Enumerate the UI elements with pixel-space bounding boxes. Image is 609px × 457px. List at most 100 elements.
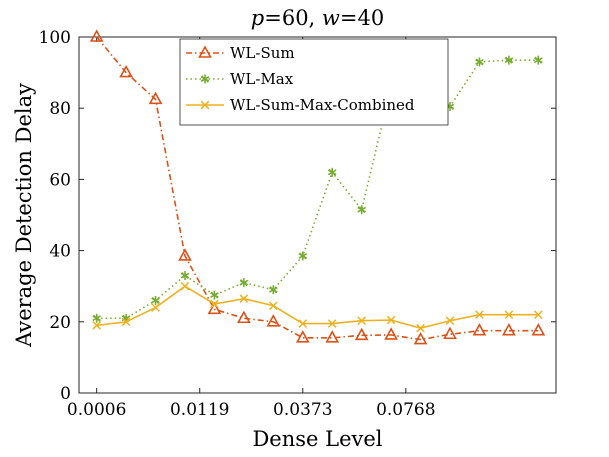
x-marker-stroke	[416, 323, 425, 333]
data-point-wl-sum	[119, 64, 133, 78]
legend-marker-wl-max	[200, 74, 210, 84]
data-point-wl-max	[298, 251, 308, 261]
y-tick-label: 0	[60, 384, 71, 404]
x-marker-stroke	[327, 319, 337, 328]
legend-marker-wl-sum-max-combined	[200, 100, 210, 110]
series-line-wl-max	[96, 59, 539, 320]
asterisk-stroke	[240, 279, 248, 287]
series-line-wl-sum	[96, 36, 539, 341]
triangle-marker-shape	[198, 45, 212, 58]
data-point-wl-max	[269, 285, 278, 295]
x-tick-label: 0.0373	[273, 400, 332, 420]
triangle-marker-shape	[119, 64, 133, 78]
x-marker-stroke	[269, 301, 278, 311]
data-point-wl-max	[92, 313, 101, 323]
data-point-wl-max	[534, 55, 543, 65]
legend: WL-Sum WL-Max WL-Sum-Max-Combined	[179, 38, 449, 126]
data-point-wl-max	[475, 57, 484, 67]
data-point-wl-sum-max-combined	[504, 310, 514, 320]
x-marker-stroke	[534, 310, 543, 320]
x-marker-stroke	[239, 294, 249, 303]
data-point-wl-sum-max-combined	[180, 281, 190, 291]
x-marker-stroke	[92, 321, 101, 330]
asterisk-stroke	[534, 56, 542, 64]
asterisk-stroke	[299, 252, 307, 260]
data-point-wl-sum	[207, 301, 222, 315]
x-axis-label: Dense Level	[252, 427, 382, 451]
y-tick-label: 40	[49, 242, 71, 262]
x-marker-stroke	[180, 281, 190, 291]
y-tick-label: 100	[39, 28, 71, 48]
plot-area	[78, 36, 557, 394]
data-point-wl-sum-max-combined	[121, 317, 131, 327]
data-point-wl-sum	[295, 330, 310, 343]
asterisk-stroke	[328, 168, 336, 176]
data-point-wl-max	[357, 205, 366, 215]
data-point-wl-sum	[178, 248, 192, 261]
triangle-marker-shape	[443, 326, 457, 340]
data-point-wl-sum-max-combined	[298, 319, 308, 328]
data-point-wl-max	[210, 290, 219, 300]
asterisk-stroke	[475, 58, 484, 66]
legend-label-wl-sum: WL-Sum	[230, 44, 295, 62]
data-point-wl-max	[180, 271, 190, 281]
triangle-marker-shape	[502, 323, 516, 336]
x-marker-stroke	[121, 317, 131, 327]
data-point-wl-sum	[354, 327, 369, 341]
data-point-wl-sum-max-combined	[534, 310, 543, 320]
triangle-marker-shape	[472, 323, 487, 336]
data-point-wl-sum	[266, 314, 281, 327]
x-marker-stroke	[445, 316, 455, 326]
asterisk-stroke	[201, 75, 209, 83]
data-point-wl-sum	[89, 29, 104, 42]
data-point-wl-max	[151, 295, 160, 305]
data-point-wl-sum	[237, 310, 251, 324]
data-point-wl-sum-max-combined	[445, 316, 455, 326]
data-point-wl-sum	[531, 323, 546, 336]
x-tick-label: 0.0768	[376, 400, 435, 420]
triangle-marker-shape	[207, 301, 222, 315]
data-point-wl-sum	[413, 331, 428, 345]
y-tick-label: 80	[49, 99, 71, 119]
x-tick-label: 0.0119	[170, 400, 229, 420]
data-point-wl-sum-max-combined	[210, 299, 219, 309]
triangle-marker-shape	[354, 327, 369, 341]
y-tick-label: 20	[49, 313, 71, 333]
triangle-marker-shape	[325, 330, 340, 343]
data-point-wl-sum-max-combined	[151, 303, 160, 312]
triangle-marker-shape	[384, 327, 398, 340]
y-axis-label: Average Detection Delay	[12, 83, 36, 348]
asterisk-stroke	[505, 56, 513, 64]
data-point-wl-sum	[502, 323, 516, 336]
triangle-marker-shape	[266, 314, 281, 327]
data-point-wl-sum-max-combined	[269, 301, 278, 311]
x-marker-stroke	[298, 319, 308, 328]
asterisk-stroke	[210, 291, 219, 299]
data-point-wl-sum	[443, 326, 457, 340]
data-point-wl-sum-max-combined	[357, 316, 366, 326]
y-tick-label: 60	[49, 170, 71, 190]
data-point-wl-max	[504, 55, 514, 65]
x-marker-stroke	[210, 299, 219, 309]
data-point-wl-sum	[148, 91, 163, 105]
x-marker-stroke	[386, 315, 396, 325]
triangle-marker-shape	[531, 323, 546, 336]
data-point-wl-sum-max-combined	[386, 315, 396, 325]
asterisk-stroke	[181, 271, 189, 280]
data-point-wl-sum	[384, 327, 398, 340]
x-marker-stroke	[475, 310, 484, 320]
x-marker-stroke	[504, 310, 514, 320]
legend-label-wl-sum-max-combined: WL-Sum-Max-Combined	[230, 96, 415, 114]
legend-label-wl-max: WL-Max	[230, 70, 294, 88]
data-point-wl-sum-max-combined	[239, 294, 249, 303]
triangle-marker-shape	[148, 91, 163, 105]
triangle-marker-shape	[237, 310, 251, 324]
x-marker-stroke	[200, 100, 210, 110]
triangle-marker-shape	[295, 330, 310, 343]
data-point-wl-max	[327, 167, 337, 177]
x-tick-label: 0.0006	[67, 400, 126, 420]
triangle-marker-shape	[178, 248, 192, 261]
asterisk-stroke	[151, 296, 160, 305]
data-point-wl-sum	[325, 330, 340, 343]
